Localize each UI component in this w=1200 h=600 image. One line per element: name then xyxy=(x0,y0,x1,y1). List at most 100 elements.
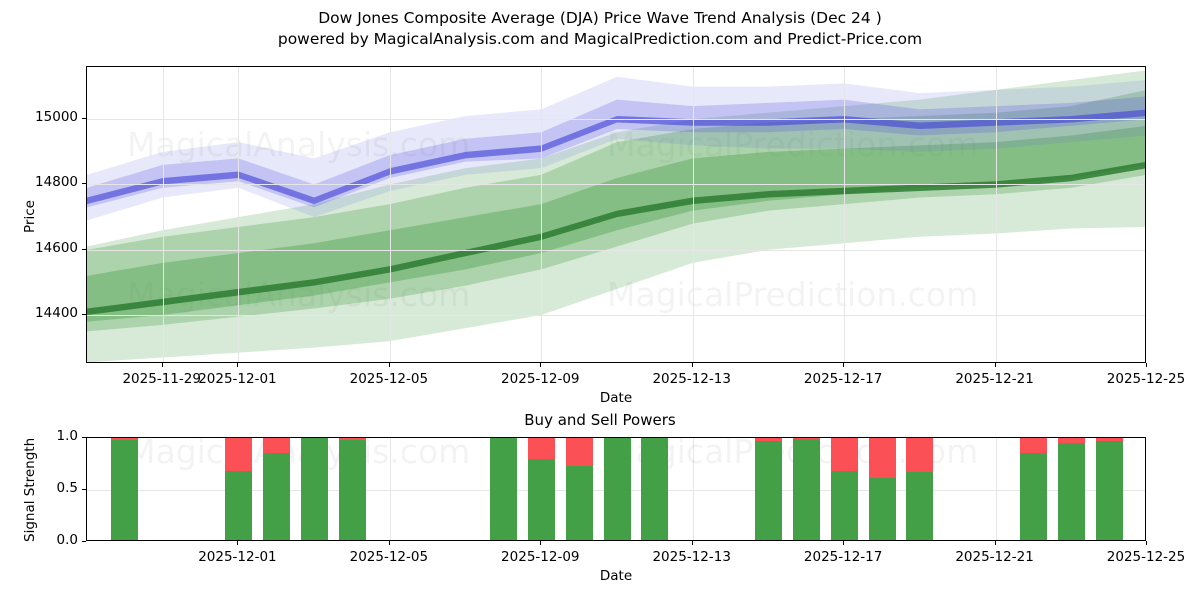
y-tick-label-price: 15000 xyxy=(35,109,78,126)
gridline-horizontal xyxy=(87,249,1145,251)
gridline-vertical xyxy=(995,67,997,362)
price-axis-label: Price xyxy=(22,199,38,233)
sell-power-segment xyxy=(1019,438,1047,453)
watermark-text: MagicalAnalysis.com xyxy=(127,438,470,471)
buy-power-segment xyxy=(338,440,366,540)
gridline-vertical xyxy=(692,67,694,362)
date-axis-label-bars: Date xyxy=(599,568,633,584)
buy-power-segment xyxy=(300,438,328,540)
sell-power-segment xyxy=(792,438,820,440)
buy-power-segment xyxy=(527,458,555,540)
gridline-horizontal xyxy=(87,315,1145,317)
signal-bar[interactable] xyxy=(754,438,782,540)
buy-sell-powers-axes: MagicalAnalysis.comMagicalPrediction.com xyxy=(86,437,1146,541)
signal-bar[interactable] xyxy=(489,438,517,540)
signal-bar[interactable] xyxy=(906,438,934,540)
subplot-title-buy-sell: Buy and Sell Powers xyxy=(524,411,676,429)
buy-power-segment xyxy=(111,440,139,540)
gridline-horizontal xyxy=(87,184,1145,186)
signal-bar[interactable] xyxy=(1019,438,1047,540)
x-tick-label-date: 2025-12-05 xyxy=(349,371,429,387)
gridline-vertical xyxy=(389,67,391,362)
signal-bar[interactable] xyxy=(111,438,139,540)
sell-power-segment xyxy=(906,438,934,473)
gridline-vertical xyxy=(162,67,164,362)
y-tick-mark xyxy=(82,248,86,250)
x-tick-mark xyxy=(388,541,390,545)
sell-power-segment xyxy=(111,438,139,441)
x-tick-label-date: 2025-12-25 xyxy=(1106,371,1186,387)
sell-power-segment xyxy=(830,438,858,472)
x-tick-mark xyxy=(161,363,163,367)
figure-title-line1: Dow Jones Composite Average (DJA) Price … xyxy=(318,9,882,27)
signal-strength-axis-label: Signal Strength xyxy=(22,437,38,542)
sell-power-segment xyxy=(527,438,555,459)
sell-power-segment xyxy=(1095,438,1123,442)
buy-power-segment xyxy=(489,438,517,540)
buy-power-segment xyxy=(641,438,669,540)
wave-band-green-core-line xyxy=(87,161,1145,316)
buy-power-segment xyxy=(792,439,820,540)
sell-power-segment xyxy=(565,438,593,467)
x-tick-label-date: 2025-12-09 xyxy=(501,549,580,565)
date-axis-label-main: Date xyxy=(599,390,633,406)
sell-power-segment xyxy=(262,438,290,453)
y-tick-label-price: 14800 xyxy=(35,174,78,191)
figure-title: Dow Jones Composite Average (DJA) Price … xyxy=(0,8,1200,50)
y-tick-label-price: 14600 xyxy=(35,239,78,256)
signal-bar[interactable] xyxy=(338,438,366,540)
gridline-vertical xyxy=(692,438,694,540)
x-tick-label-date: 2025-12-17 xyxy=(803,371,883,387)
signal-bar[interactable] xyxy=(1095,438,1123,540)
x-tick-mark xyxy=(691,363,693,367)
x-tick-label-date: 2025-12-01 xyxy=(198,371,277,387)
buy-power-segment xyxy=(603,438,631,540)
gridline-vertical xyxy=(389,438,391,540)
x-tick-mark xyxy=(843,363,845,367)
x-tick-mark xyxy=(843,541,845,545)
y-tick-label-signal-strength: 0.0 xyxy=(56,532,78,548)
signal-bar[interactable] xyxy=(830,438,858,540)
figure-title-line2: powered by MagicalAnalysis.com and Magic… xyxy=(277,30,923,48)
x-tick-label-date: 2025-12-25 xyxy=(1106,549,1186,565)
y-tick-mark xyxy=(82,489,86,490)
y-tick-mark xyxy=(82,437,86,438)
y-tick-mark xyxy=(82,118,86,120)
price-wave-chart-axes: MagicalPrediction.comMagicalAnalysis.com… xyxy=(86,66,1146,363)
signal-bar[interactable] xyxy=(1057,438,1085,540)
x-tick-label-date: 2025-12-13 xyxy=(652,549,731,565)
y-tick-label-signal-strength: 1.0 xyxy=(56,428,78,444)
signal-bar[interactable] xyxy=(792,438,820,540)
x-tick-label-date: 2025-12-09 xyxy=(501,371,580,387)
sell-power-segment xyxy=(224,438,252,472)
y-tick-mark xyxy=(82,541,86,542)
signal-bar[interactable] xyxy=(300,438,328,540)
x-tick-mark xyxy=(237,363,239,367)
signal-bar[interactable] xyxy=(262,438,290,540)
sell-power-segment xyxy=(868,438,896,478)
gridline-vertical xyxy=(995,438,997,540)
signal-bar[interactable] xyxy=(603,438,631,540)
wave-band-blue-core-line xyxy=(87,109,1145,205)
wave-band-green-inner-band xyxy=(87,126,1145,322)
x-tick-label-date: 2025-12-21 xyxy=(955,371,1034,387)
y-tick-label-price: 14400 xyxy=(35,305,78,322)
buy-power-segment xyxy=(868,477,896,540)
x-tick-label-date: 2025-12-17 xyxy=(803,549,883,565)
x-tick-mark xyxy=(388,363,390,367)
signal-bar[interactable] xyxy=(527,438,555,540)
x-tick-mark xyxy=(1146,363,1147,367)
sell-power-segment xyxy=(338,438,366,441)
signal-bar[interactable] xyxy=(868,438,896,540)
x-tick-label-date: 2025-12-13 xyxy=(652,371,731,387)
signal-bar[interactable] xyxy=(641,438,669,540)
signal-bar[interactable] xyxy=(224,438,252,540)
buy-power-segment xyxy=(1095,441,1123,540)
x-tick-mark xyxy=(691,541,693,545)
buy-power-segment xyxy=(224,471,252,540)
signal-bar[interactable] xyxy=(565,438,593,540)
sell-power-segment xyxy=(754,438,782,442)
gridline-horizontal xyxy=(87,119,1145,121)
x-tick-mark xyxy=(994,541,996,545)
